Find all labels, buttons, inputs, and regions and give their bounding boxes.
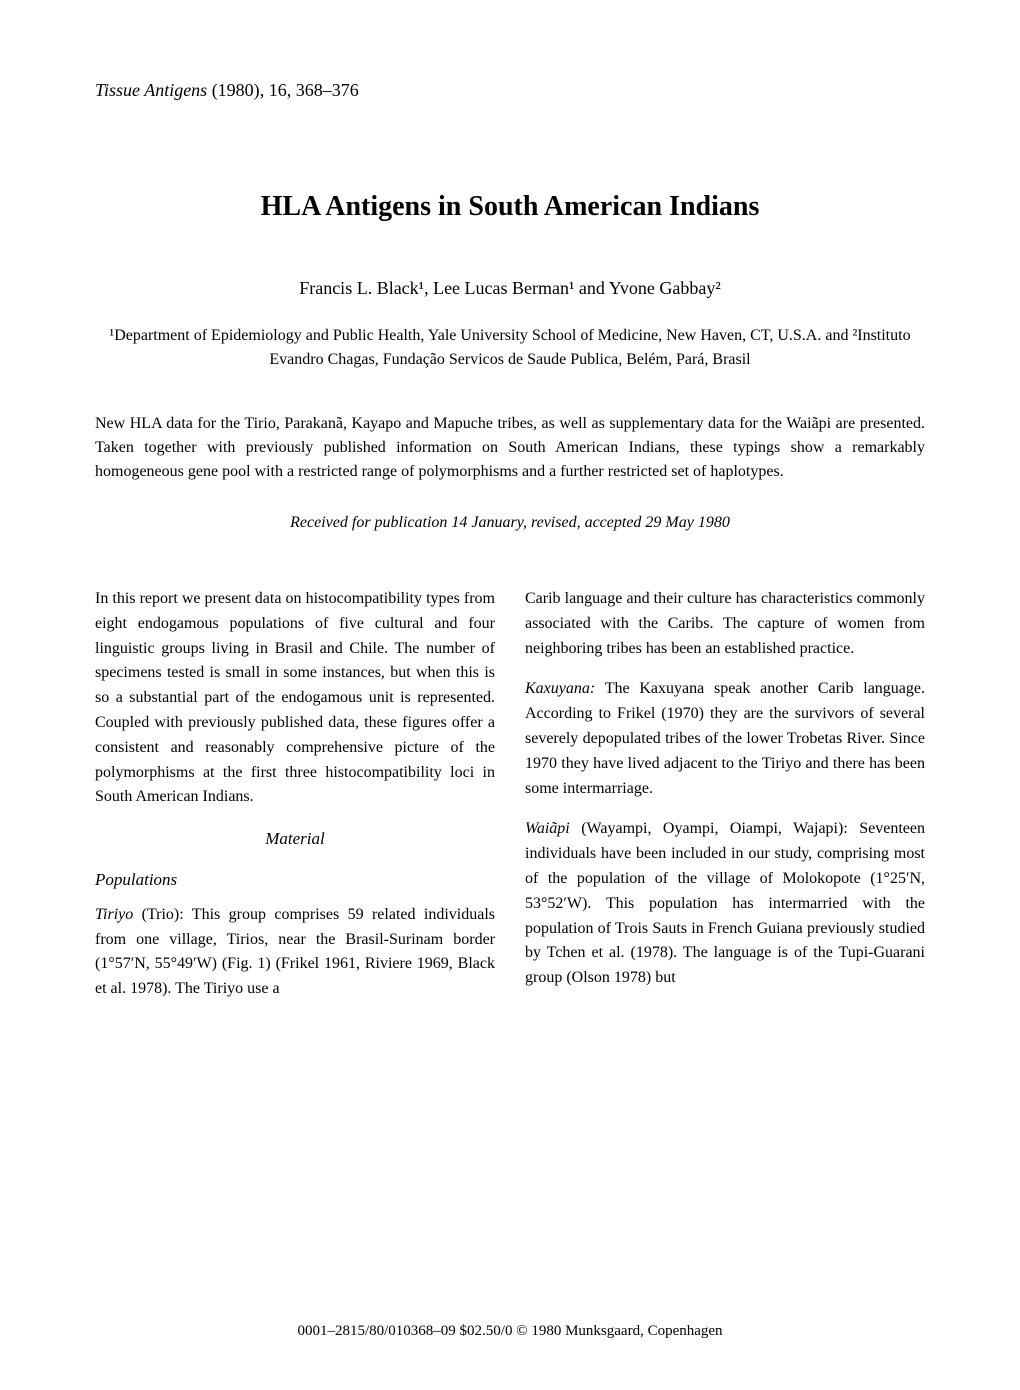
waiapi-paragraph: Waiãpi (Wayampi, Oyampi, Oiampi, Wajapi)… [525, 817, 925, 991]
journal-header: Tissue Antigens (1980), 16, 368–376 [95, 80, 925, 101]
kaxuyana-label: Kaxuyana: [525, 680, 595, 697]
received-date: Received for publication 14 January, rev… [95, 514, 925, 532]
left-column: In this report we present data on histoc… [95, 587, 495, 1018]
waiapi-label: Waiãpi [525, 820, 570, 837]
carib-continuation: Carib language and their culture has cha… [525, 587, 925, 661]
abstract: New HLA data for the Tirio, Parakanã, Ka… [95, 412, 925, 484]
tiriyo-paragraph: Tiriyo (Trio): This group comprises 59 r… [95, 903, 495, 1002]
journal-year: (1980) [212, 80, 260, 100]
affiliations: ¹Department of Epidemiology and Public H… [95, 324, 925, 372]
populations-heading: Populations [95, 867, 495, 893]
right-column: Carib language and their culture has cha… [525, 587, 925, 1018]
article-title: HLA Antigens in South American Indians [95, 191, 925, 223]
authors: Francis L. Black¹, Lee Lucas Berman¹ and… [95, 278, 925, 299]
kaxuyana-text: The Kaxuyana speak another Carib languag… [525, 680, 925, 796]
journal-volume: 16 [269, 80, 287, 100]
tiriyo-text: (Trio): This group comprises 59 related … [95, 906, 495, 997]
footer-copyright: 0001–2815/80/010368–09 $02.50/0 © 1980 M… [0, 1323, 1020, 1340]
tiriyo-label: Tiriyo [95, 906, 133, 923]
body-columns: In this report we present data on histoc… [95, 587, 925, 1018]
journal-pages: 368–376 [296, 80, 359, 100]
material-heading: Material [95, 826, 495, 852]
kaxuyana-paragraph: Kaxuyana: The Kaxuyana speak another Car… [525, 677, 925, 801]
intro-paragraph: In this report we present data on histoc… [95, 587, 495, 810]
journal-name: Tissue Antigens [95, 80, 207, 100]
waiapi-text: (Wayampi, Oyampi, Oiampi, Wajapi): Seven… [525, 820, 925, 986]
